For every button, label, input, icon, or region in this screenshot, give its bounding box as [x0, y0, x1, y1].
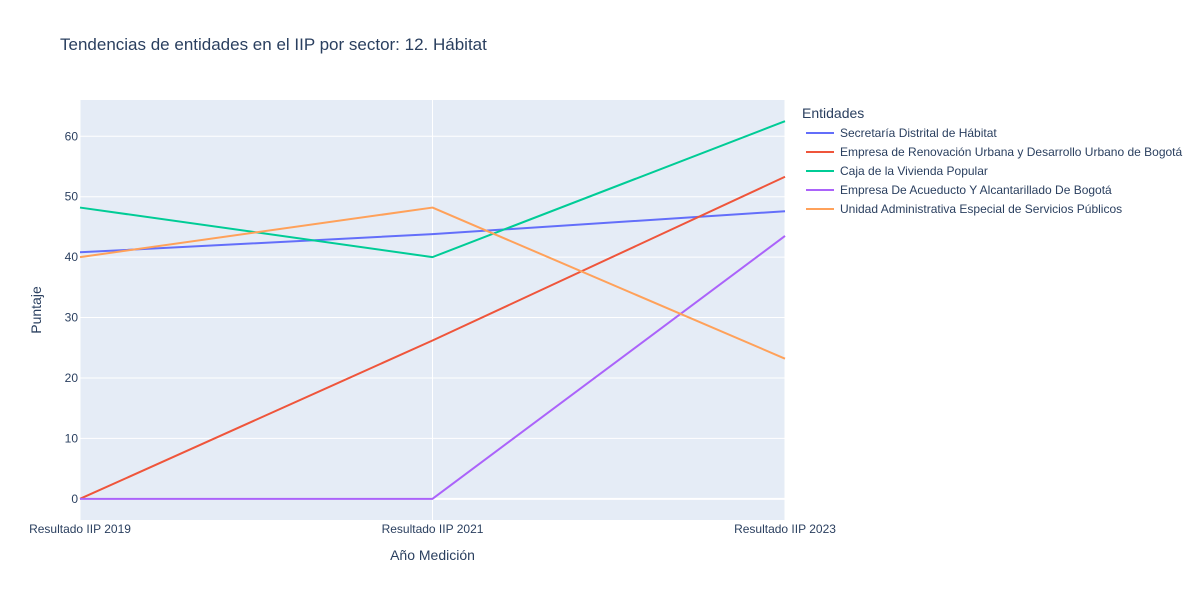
series-line-1 [79, 210, 786, 254]
legend-title: Entidades [802, 105, 864, 121]
y-tick-label: 60 [65, 129, 79, 143]
x-tick-label: Resultado IIP 2021 [382, 522, 484, 536]
legend-label: Empresa De Acueducto Y Alcantarillado De… [840, 183, 1112, 197]
series-line-4 [80, 235, 786, 500]
y-axis-title: Puntaje [28, 286, 44, 334]
legend-item[interactable]: Unidad Administrativa Especial de Servic… [806, 202, 1122, 216]
x-axis-title: Año Medición [390, 547, 475, 563]
y-tick-label: 30 [65, 311, 79, 325]
chart-title: Tendencias de entidades en el IIP por se… [60, 35, 487, 54]
legend-label: Caja de la Vivienda Popular [840, 164, 988, 178]
legend-item[interactable]: Secretaría Distrital de Hábitat [806, 126, 997, 140]
y-tick-label: 40 [65, 250, 79, 264]
y-tick-label: 50 [65, 190, 79, 204]
legend-item[interactable]: Caja de la Vivienda Popular [806, 164, 988, 178]
y-axis-ticks: 0 10 20 30 40 50 60 [65, 129, 79, 506]
legend-item[interactable]: Empresa de Renovación Urbana y Desarroll… [806, 145, 1183, 159]
legend-label: Secretaría Distrital de Hábitat [840, 126, 997, 140]
y-tick-label: 10 [65, 431, 79, 445]
legend-label: Empresa de Renovación Urbana y Desarroll… [840, 145, 1183, 159]
legend-item[interactable]: Empresa De Acueducto Y Alcantarillado De… [806, 183, 1112, 197]
y-tick-label: 20 [65, 371, 79, 385]
y-tick-label: 0 [71, 492, 78, 506]
series-line-5 [79, 206, 786, 360]
x-tick-label: Resultado IIP 2023 [734, 522, 836, 536]
series-line-2 [79, 175, 786, 500]
x-tick-label: Resultado IIP 2019 [29, 522, 131, 536]
x-axis-ticks: Resultado IIP 2019 Resultado IIP 2021 Resu… [29, 522, 836, 536]
legend-label: Unidad Administrativa Especial de Servic… [840, 202, 1122, 216]
series-line-3 [79, 120, 786, 259]
series-lines [79, 120, 786, 500]
legend: Entidades Secretaría Distrital de Hábita… [802, 105, 1183, 216]
